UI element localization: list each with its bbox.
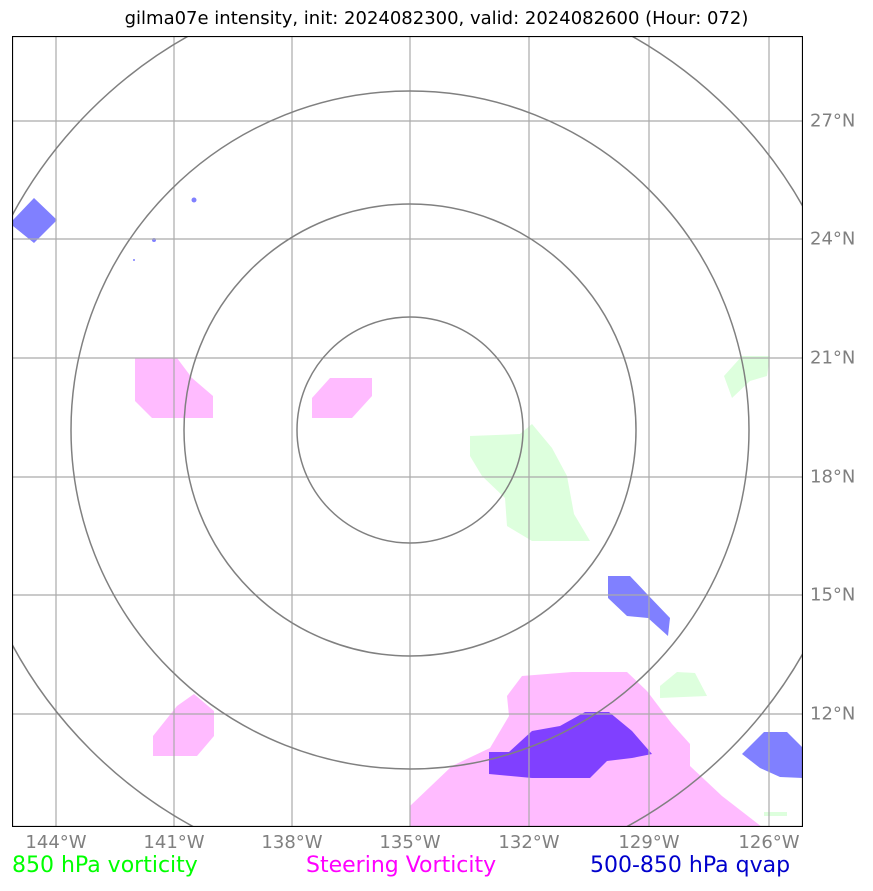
gridlines [12,36,803,827]
lon-label: 144°W [25,832,87,853]
legend-qvap: 500-850 hPa qvap [590,853,791,878]
qvap-region [742,732,803,778]
qvap-speck [133,259,135,261]
map-plot [12,36,803,827]
lat-label: 15°N [810,584,856,606]
vorticity-region [470,424,590,541]
vorticity-region [660,672,707,698]
legend-vorticity: 850 hPa vorticity [12,853,198,878]
lat-label: 12°N [810,703,856,725]
qvap-speck [191,197,197,203]
lat-label: 18°N [810,466,856,488]
legend-steering: Steering Vorticity [306,853,497,878]
lat-label: 24°N [810,228,856,250]
steering-region [153,694,214,756]
lat-label: 27°N [810,110,856,132]
steering-region [312,378,372,418]
qvap-region [608,576,670,636]
lon-label: 132°W [498,832,560,853]
lat-label: 21°N [810,347,856,369]
map-border [12,36,803,827]
range-rings [12,36,803,827]
lon-label: 141°W [143,832,205,853]
qvap-region [13,198,57,243]
lon-label: 129°W [618,832,680,853]
lon-label: 138°W [261,832,323,853]
chart-title: gilma07e intensity, init: 2024082300, va… [124,8,749,29]
lon-label: 135°W [379,832,441,853]
vorticity-region [764,812,787,816]
vorticity-region [724,356,770,398]
lon-label: 126°W [738,832,800,853]
overlap-region [489,712,652,778]
